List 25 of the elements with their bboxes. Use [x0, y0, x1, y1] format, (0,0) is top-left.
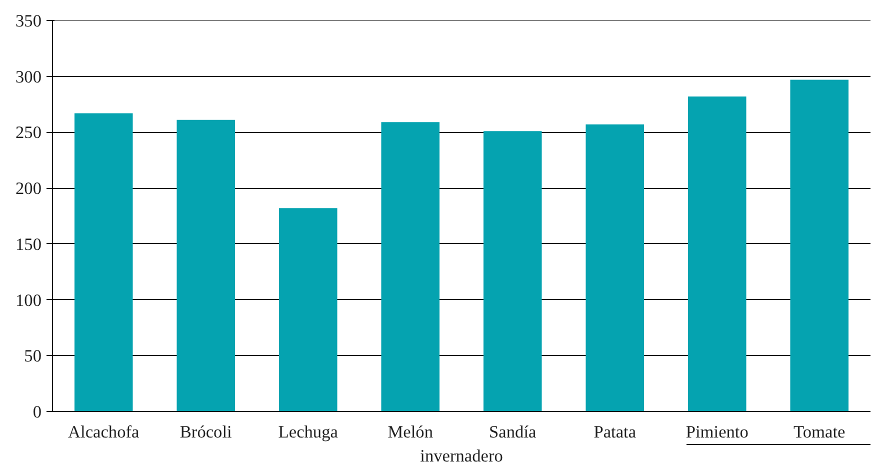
y-tick-label: 300	[16, 67, 42, 86]
x-tick-label: Tomate	[794, 422, 846, 442]
bar	[790, 80, 849, 412]
x-tick-label: Brócoli	[180, 422, 232, 442]
x-tick-label: Pimiento	[686, 422, 748, 442]
y-tick-label: 250	[16, 123, 42, 142]
bar	[176, 120, 236, 412]
y-tick-label: 200	[16, 179, 42, 198]
x-tick-label: Melón	[388, 422, 434, 442]
bar	[586, 124, 644, 412]
x-tick-label: Sandía	[489, 422, 537, 442]
bar	[688, 96, 746, 412]
x-tick-label: Alcachofa	[68, 422, 140, 442]
bar	[381, 122, 440, 412]
y-tick-label: 350	[16, 12, 42, 30]
text: invernadero	[420, 446, 503, 466]
y-tick-label: 0	[32, 402, 42, 422]
bar	[483, 131, 542, 412]
x-tick-label: Patata	[594, 422, 636, 442]
bar	[74, 113, 133, 412]
x-tick-label: Lechuga	[278, 422, 338, 442]
y-tick-label: 150	[16, 234, 42, 254]
y-tick-label: 50	[24, 346, 42, 366]
bar	[278, 208, 338, 412]
y-tick-label: 100	[16, 290, 42, 310]
